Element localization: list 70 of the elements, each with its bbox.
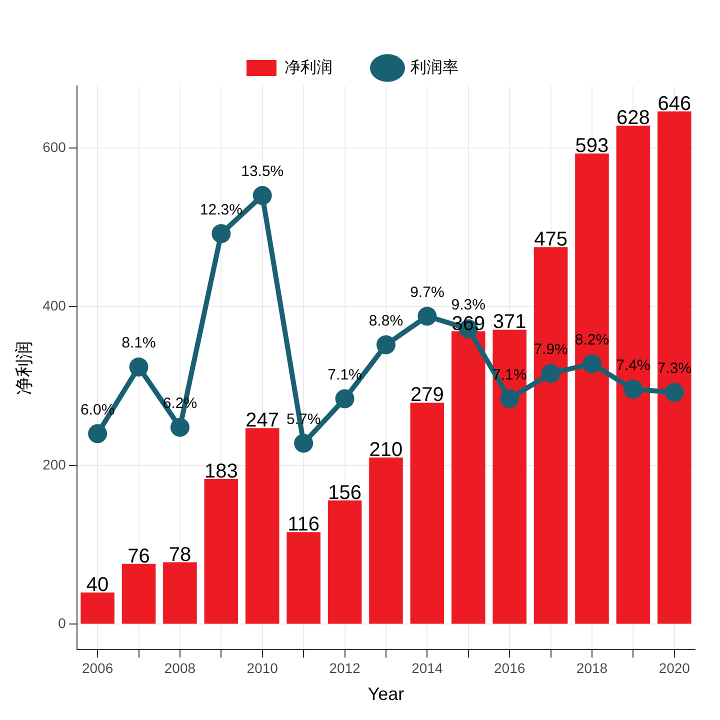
data-label: 116	[288, 514, 320, 536]
bar	[575, 153, 609, 624]
point	[252, 186, 272, 206]
data-label: 9.7%	[410, 284, 444, 301]
bar	[286, 532, 320, 624]
bar	[658, 111, 692, 624]
x-tick-label: 2008	[164, 660, 196, 676]
bar	[122, 564, 156, 624]
data-label: 13.5%	[241, 163, 284, 180]
x-tick-label: 2010	[246, 660, 278, 676]
point	[129, 358, 148, 377]
bar	[534, 247, 568, 624]
point	[376, 335, 396, 354]
point	[335, 389, 354, 408]
x-tick-label: 2014	[412, 660, 443, 676]
point	[294, 434, 314, 453]
data-label: 8.8%	[368, 312, 404, 330]
bar	[328, 500, 362, 624]
data-label: 475	[534, 228, 568, 251]
data-label: 628	[616, 107, 650, 130]
data-label: 210	[369, 439, 403, 462]
data-label: 247	[246, 410, 280, 432]
data-label: 7.9%	[534, 340, 568, 358]
bar	[492, 330, 526, 624]
bar	[616, 126, 650, 624]
bar	[410, 402, 444, 624]
bar	[163, 562, 197, 624]
bar	[451, 331, 486, 624]
bar	[245, 428, 280, 624]
y-tick-label: 600	[42, 138, 66, 155]
y-tick-label: 0	[58, 615, 66, 632]
point	[212, 224, 231, 244]
point	[418, 306, 437, 326]
legend-label: 利润率	[410, 58, 458, 76]
bar	[204, 478, 238, 624]
bar	[369, 458, 403, 624]
data-label: 8.2%	[574, 331, 610, 348]
bar	[80, 592, 114, 624]
data-label: 76	[128, 545, 150, 568]
y-axis-title: 净利润	[14, 340, 34, 395]
data-label: 593	[575, 134, 609, 157]
data-label: 7.1%	[328, 366, 362, 384]
data-label: 8.1%	[122, 334, 156, 352]
data-label: 12.3%	[200, 201, 242, 218]
data-label: 646	[658, 92, 692, 115]
data-label: 78	[168, 544, 192, 566]
point	[500, 389, 520, 408]
point	[624, 380, 643, 399]
data-label: 7.4%	[616, 356, 650, 374]
data-label: 9.3%	[451, 296, 486, 314]
point	[582, 354, 602, 374]
x-tick-label: 2012	[329, 660, 361, 676]
x-tick-label: 2006	[82, 660, 114, 676]
data-label: 371	[492, 311, 526, 334]
x-axis-title: Year	[368, 684, 404, 704]
point	[541, 364, 560, 383]
data-label: 183	[204, 460, 238, 482]
point	[170, 418, 190, 437]
data-label: 156	[328, 482, 362, 504]
data-label: 279	[410, 384, 444, 406]
point	[664, 382, 684, 402]
x-tick-label: 2020	[658, 660, 690, 676]
legend-label: 净利润	[284, 58, 332, 76]
y-tick-label: 400	[42, 298, 66, 314]
y-tick-label: 200	[42, 456, 66, 472]
x-tick-label: 2018	[576, 660, 608, 676]
data-label: 7.3%	[657, 360, 692, 378]
data-label: 40	[86, 574, 109, 596]
point	[88, 424, 108, 444]
x-tick-label: 2016	[494, 660, 526, 676]
